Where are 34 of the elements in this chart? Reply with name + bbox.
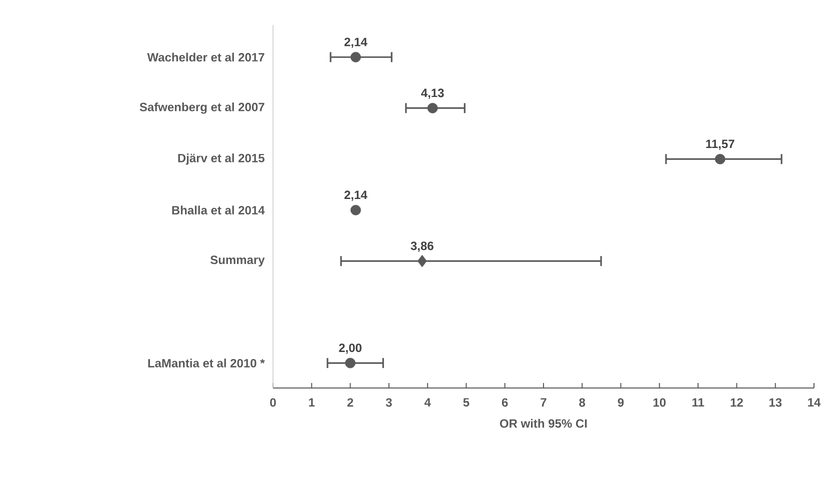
point xyxy=(345,358,356,368)
y-tick-label: Safwenberg et al 2007 xyxy=(140,102,264,114)
point xyxy=(417,254,427,268)
y-tick-label: Wachelder et al 2017 xyxy=(147,52,264,62)
y-tick-label: Summary xyxy=(210,256,265,266)
x-tick-label: 7 xyxy=(540,398,546,406)
y-tick-label: LaMantia et al 2010 * xyxy=(148,358,265,368)
x-tick-label: 10 xyxy=(654,398,666,407)
x-tick-label: 12 xyxy=(730,398,743,407)
x-axis-title: OR with 95% CI xyxy=(500,418,587,428)
x-tick-label: 0 xyxy=(270,398,276,407)
x-tick-label: 5 xyxy=(463,398,470,407)
data-label: 3,86 xyxy=(410,242,434,252)
point xyxy=(714,154,726,164)
x-tick-label: 1 xyxy=(309,398,315,406)
point xyxy=(350,204,361,216)
data-label: 4,13 xyxy=(421,88,444,99)
x-tick-label: 11 xyxy=(692,398,704,406)
x-tick-label: 13 xyxy=(769,398,782,407)
y-tick-label: Bhalla et al 2014 xyxy=(172,206,265,214)
y-tick-label: Djärv et al 2015 xyxy=(178,154,264,165)
data-label: 2,14 xyxy=(344,190,368,201)
x-tick-label: 9 xyxy=(618,398,624,407)
data-label: 11,57 xyxy=(706,140,734,150)
data-label: 2,00 xyxy=(339,344,362,354)
point xyxy=(350,52,361,62)
x-tick-label: 3 xyxy=(386,398,392,407)
x-tick-label: 14 xyxy=(808,398,821,406)
x-tick-label: 8 xyxy=(579,398,586,407)
x-tick-label: 2 xyxy=(347,398,354,407)
data-label: 2,14 xyxy=(344,38,368,48)
x-tick-label: 4 xyxy=(424,398,431,406)
point xyxy=(427,102,438,114)
x-tick-label: 6 xyxy=(502,398,508,407)
